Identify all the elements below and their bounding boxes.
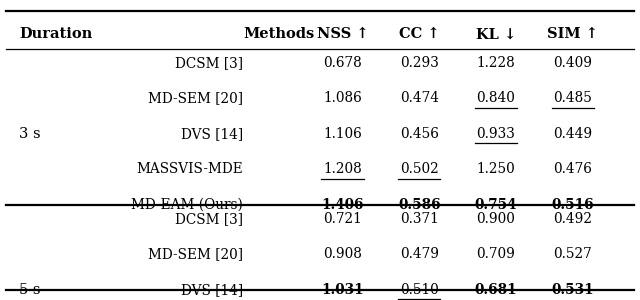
Text: 1.106: 1.106 [323, 127, 362, 141]
Text: MD-EAM (Ours): MD-EAM (Ours) [131, 198, 243, 212]
Text: 0.516: 0.516 [552, 198, 594, 212]
Text: DCSM [3]: DCSM [3] [175, 212, 243, 226]
Text: 3 s: 3 s [19, 127, 41, 141]
Text: 0.933: 0.933 [477, 127, 515, 141]
Text: 0.474: 0.474 [400, 92, 438, 105]
Text: Methods: Methods [243, 28, 314, 41]
Text: 0.678: 0.678 [323, 56, 362, 70]
Text: SIM ↑: SIM ↑ [547, 28, 598, 41]
Text: 0.908: 0.908 [323, 248, 362, 261]
Text: 0.900: 0.900 [477, 212, 515, 226]
Text: 0.510: 0.510 [400, 283, 438, 297]
Text: NSS ↑: NSS ↑ [317, 28, 368, 41]
Text: MD-SEM [20]: MD-SEM [20] [148, 92, 243, 105]
Text: 0.492: 0.492 [554, 212, 592, 226]
Text: 0.531: 0.531 [552, 283, 594, 297]
Text: MASSVIS-MDE: MASSVIS-MDE [136, 162, 243, 176]
Text: 1.406: 1.406 [321, 198, 364, 212]
Text: 1.250: 1.250 [477, 162, 515, 176]
Text: 0.293: 0.293 [400, 56, 438, 70]
Text: 0.371: 0.371 [400, 212, 438, 226]
Text: 1.086: 1.086 [323, 92, 362, 105]
Text: Duration: Duration [19, 28, 92, 41]
Text: DVS [14]: DVS [14] [181, 127, 243, 141]
Text: 0.754: 0.754 [475, 198, 517, 212]
Text: 0.681: 0.681 [475, 283, 517, 297]
Text: CC ↑: CC ↑ [399, 28, 440, 41]
Text: 0.721: 0.721 [323, 212, 362, 226]
Text: 0.449: 0.449 [553, 127, 593, 141]
Text: 0.409: 0.409 [554, 56, 592, 70]
Text: 0.479: 0.479 [400, 248, 438, 261]
Text: 0.709: 0.709 [477, 248, 515, 261]
Text: 0.840: 0.840 [477, 92, 515, 105]
Text: 0.527: 0.527 [554, 248, 592, 261]
Text: DVS [14]: DVS [14] [181, 283, 243, 297]
Text: DCSM [3]: DCSM [3] [175, 56, 243, 70]
Text: KL ↓: KL ↓ [476, 28, 516, 41]
Text: 0.502: 0.502 [400, 162, 438, 176]
Text: 1.228: 1.228 [477, 56, 515, 70]
Text: MD-SEM [20]: MD-SEM [20] [148, 248, 243, 261]
Text: 5 s: 5 s [19, 283, 41, 297]
Text: 0.485: 0.485 [554, 92, 592, 105]
Text: 0.476: 0.476 [554, 162, 592, 176]
Text: 0.586: 0.586 [398, 198, 440, 212]
Text: 0.456: 0.456 [400, 127, 438, 141]
Text: 1.208: 1.208 [323, 162, 362, 176]
Text: 1.031: 1.031 [321, 283, 364, 297]
